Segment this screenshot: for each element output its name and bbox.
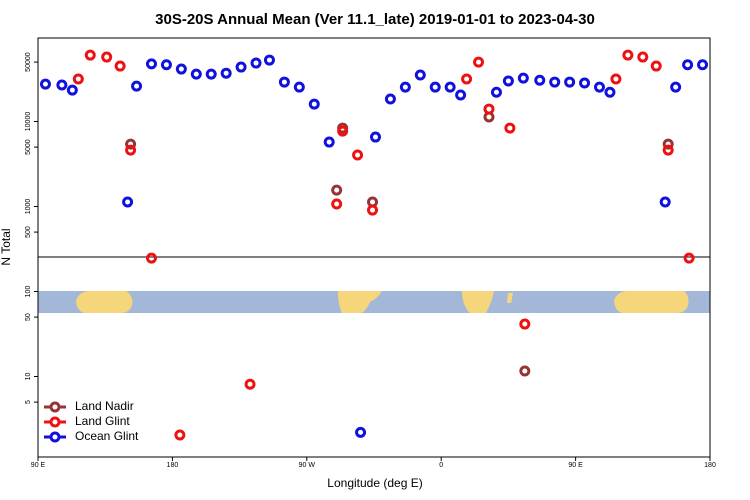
y-tick-label: 5	[25, 400, 32, 404]
point	[519, 318, 531, 330]
land-shape	[614, 291, 689, 313]
point	[244, 378, 256, 390]
point	[534, 74, 546, 86]
land-shape	[507, 293, 513, 303]
point	[564, 76, 576, 88]
point	[278, 76, 290, 88]
y-axis-label: N Total	[0, 228, 13, 265]
point	[205, 68, 217, 80]
point	[670, 81, 682, 93]
point	[174, 429, 186, 441]
point	[125, 138, 137, 150]
point	[331, 184, 343, 196]
point	[145, 252, 157, 264]
point	[549, 76, 561, 88]
point	[455, 89, 467, 101]
point	[160, 59, 172, 71]
point	[355, 426, 367, 438]
point	[39, 78, 51, 90]
legend-marker	[49, 416, 61, 428]
point	[84, 49, 96, 61]
point	[384, 93, 396, 105]
x-tick-label: 90 E	[568, 462, 583, 469]
point	[131, 80, 143, 92]
point	[414, 69, 426, 81]
point	[659, 196, 671, 208]
y-tick-label: 50	[25, 313, 32, 321]
chart-title: 30S-20S Annual Mean (Ver 11.1_late) 2019…	[155, 11, 595, 28]
point	[697, 59, 709, 71]
x-tick-label: 90 E	[31, 462, 46, 469]
point	[369, 131, 381, 143]
point	[490, 86, 502, 98]
point	[399, 81, 411, 93]
point	[610, 73, 622, 85]
point	[367, 204, 379, 216]
point	[461, 73, 473, 85]
point	[308, 98, 320, 110]
point	[429, 81, 441, 93]
point	[637, 51, 649, 63]
point	[650, 60, 662, 72]
point	[114, 60, 126, 72]
x-tick-label: 180	[704, 462, 716, 469]
y-tick-label: 5000	[25, 139, 32, 155]
point	[473, 56, 485, 68]
point	[682, 59, 694, 71]
plot-frame	[37, 37, 711, 458]
point	[662, 138, 674, 150]
point	[66, 84, 78, 96]
map-inset	[38, 291, 710, 313]
point	[263, 54, 275, 66]
point	[125, 144, 137, 156]
y-tick-label: 500	[25, 226, 32, 238]
x-tick-label: 0	[439, 462, 443, 469]
point	[220, 67, 232, 79]
point	[662, 144, 674, 156]
point	[622, 49, 634, 61]
point	[250, 57, 262, 69]
y-tick-label: 50000	[25, 52, 32, 72]
y-tick-label: 1000	[25, 199, 32, 215]
point	[331, 198, 343, 210]
point	[519, 365, 531, 377]
point	[72, 73, 84, 85]
land-shape	[76, 291, 133, 313]
point	[517, 72, 529, 84]
point	[683, 252, 695, 264]
legend-label: Ocean Glint	[75, 429, 139, 443]
point	[145, 58, 157, 70]
legend-marker	[49, 401, 61, 413]
legend-marker	[49, 431, 61, 443]
point	[56, 79, 68, 91]
x-tick-label: 180	[167, 462, 179, 469]
y-tick-label: 10000	[25, 112, 32, 132]
point	[337, 125, 349, 137]
point	[323, 136, 335, 148]
x-tick-label: 90 W	[299, 462, 316, 469]
point	[101, 51, 113, 63]
point	[293, 81, 305, 93]
point	[504, 122, 516, 134]
point	[444, 81, 456, 93]
x-axis-label: Longitude (deg E)	[327, 476, 422, 490]
point	[502, 75, 514, 87]
point	[604, 86, 616, 98]
land-shape	[338, 291, 382, 313]
legend-label: Land Nadir	[75, 399, 134, 413]
y-tick-label: 10	[25, 373, 32, 381]
point	[352, 149, 364, 161]
point	[593, 81, 605, 93]
point	[175, 63, 187, 75]
point	[235, 61, 247, 73]
point	[122, 196, 134, 208]
land-shape	[462, 291, 494, 313]
y-tick-label: 100	[25, 286, 32, 298]
point	[483, 103, 495, 115]
legend-label: Land Glint	[75, 414, 130, 428]
ocean-band	[38, 291, 710, 313]
point	[579, 77, 591, 89]
point	[190, 68, 202, 80]
